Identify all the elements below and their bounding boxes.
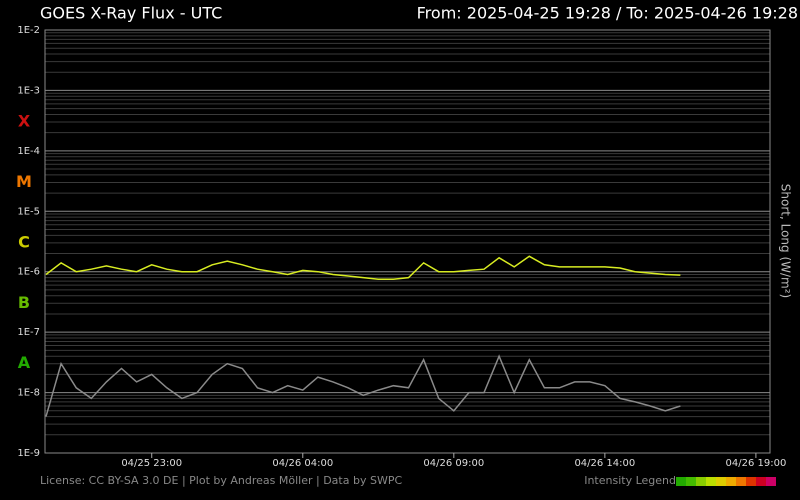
legend-swatch [736,477,746,486]
footer: License: CC BY-SA 3.0 DE | Plot by Andre… [40,474,402,487]
y-tick-label: 1E-7 [17,327,40,338]
flare-class-label: C [18,232,30,251]
x-tick-label: 04/26 09:00 [423,458,484,469]
series-line [45,255,681,281]
x-tick-label: 04/25 23:00 [121,458,182,469]
legend-swatch [696,477,706,486]
legend-swatch [766,477,776,486]
x-tick-label: 04/26 04:00 [272,458,333,469]
y-tick-label: 1E-4 [17,146,40,157]
legend-swatch [706,477,716,486]
y-tick-label: 1E-6 [17,267,40,278]
y-tick-label: 1E-2 [17,25,40,36]
x-tick-label: 04/26 19:00 [725,458,786,469]
legend-swatch [756,477,766,486]
flare-class-label: M [16,172,32,191]
legend-swatch [726,477,736,486]
series-line [45,354,681,417]
chart-title: GOES X-Ray Flux - UTC [40,4,222,23]
legend-swatch [746,477,756,486]
chart-subtitle: From: 2025-04-25 19:28 / To: 2025-04-26 … [417,4,798,23]
flare-class-label: X [18,112,31,131]
y-tick-label: 1E-8 [17,388,40,399]
legend-label: Intensity Legend [584,474,676,487]
legend-swatch [716,477,726,486]
y-tick-label: 1E-3 [17,85,40,96]
plot-frame [44,29,771,454]
legend-swatch [676,477,686,486]
x-tick-label: 04/26 14:00 [574,458,635,469]
flare-class-label: B [18,293,30,312]
y-tick-label: 1E-9 [17,448,40,459]
flare-class-label: A [18,353,31,372]
y-tick-label: 1E-5 [17,206,40,217]
y-axis-label: Short, Long (W/m²) [779,184,793,298]
legend-swatch [686,477,696,486]
